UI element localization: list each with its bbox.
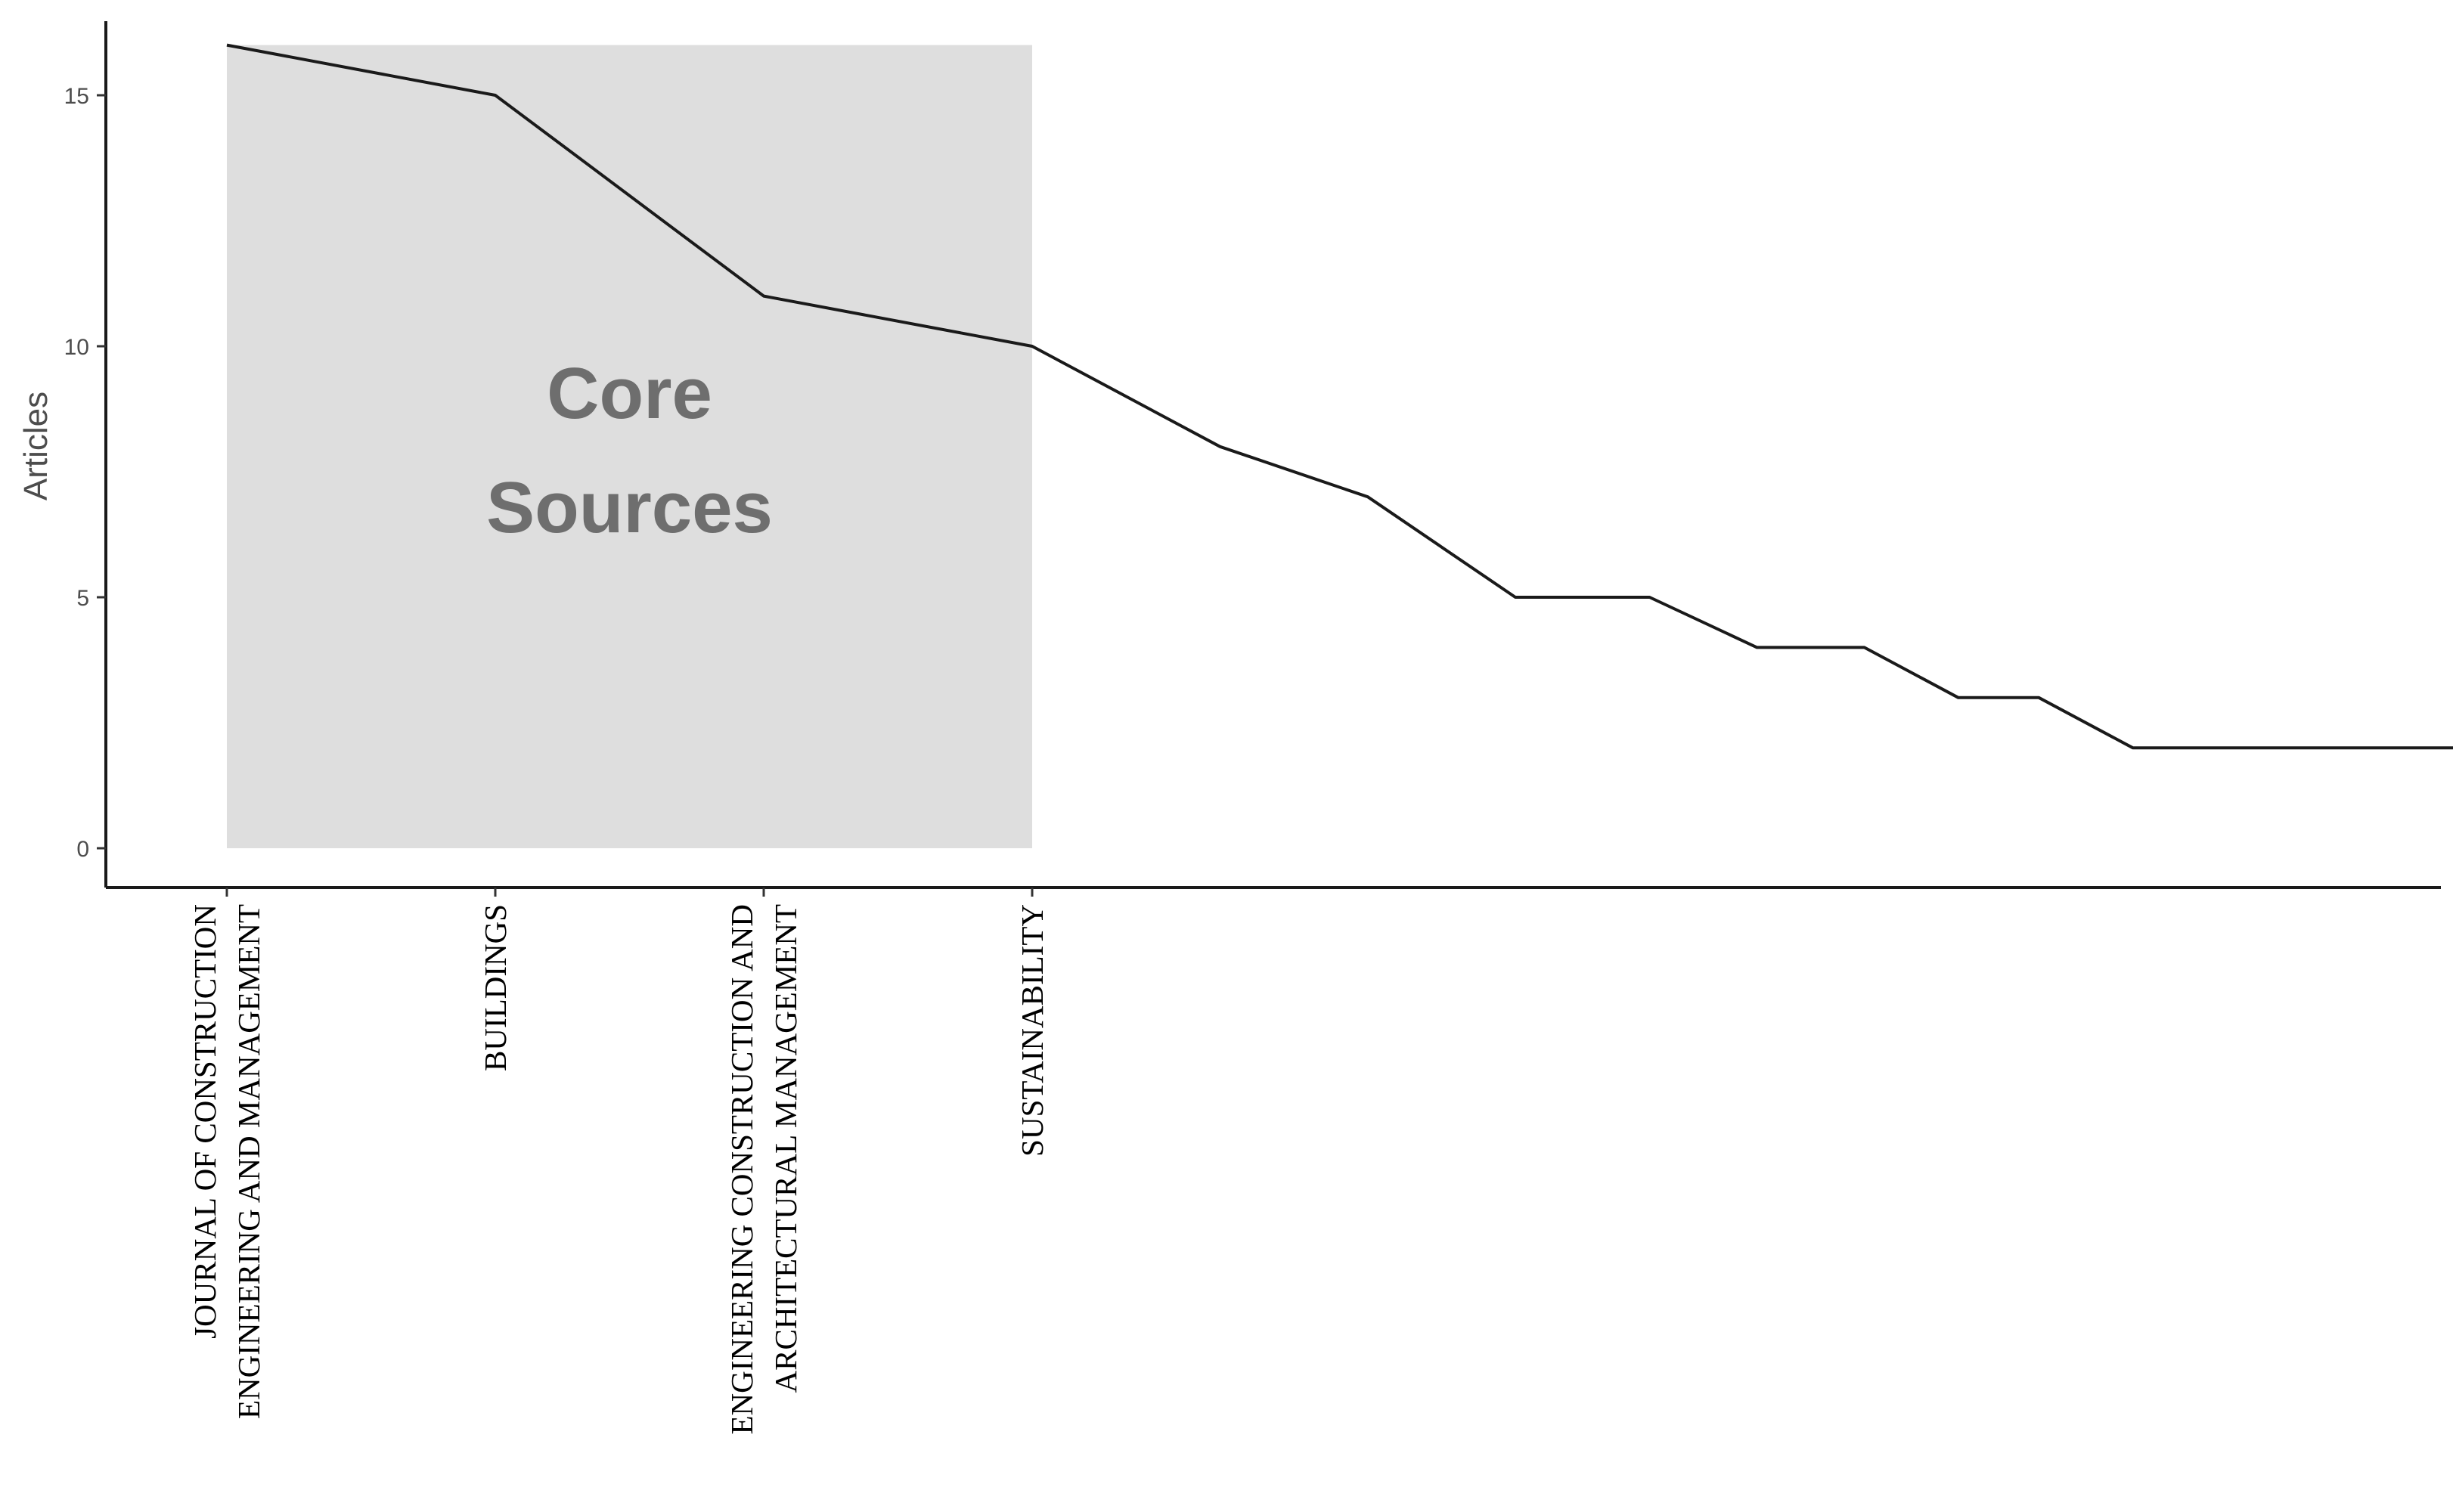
x-axis-ticks: JOURNAL OF CONSTRUCTION ENGINEERING AND M… bbox=[188, 888, 1050, 1435]
core-label-line-2: Sources bbox=[486, 467, 773, 548]
y-axis-ticks: 0 5 10 15 bbox=[64, 84, 106, 862]
x-tick-label: JOURNAL OF CONSTRUCTION bbox=[188, 904, 222, 1339]
x-tick-label: SUSTAINABILITY bbox=[1015, 904, 1050, 1157]
x-tick-label: BUILDINGS bbox=[478, 904, 513, 1071]
x-tick-label: ENGINEERING AND MANAGEMENT bbox=[231, 904, 266, 1419]
y-tick-label: 15 bbox=[64, 84, 89, 109]
y-tick-label: 0 bbox=[76, 837, 89, 862]
core-label-line-1: Core bbox=[547, 353, 712, 434]
core-sources-region bbox=[227, 45, 1032, 849]
x-tick-label: ENGINEERING CONSTRUCTION AND bbox=[724, 904, 759, 1435]
articles-series-line bbox=[226, 43, 2453, 750]
y-tick-label: 5 bbox=[76, 586, 89, 611]
core-sources-label: Core Sources bbox=[486, 353, 773, 548]
y-axis-title: Articles bbox=[17, 392, 54, 500]
x-tick-label: ARCHITECTURAL MANAGEMENT bbox=[768, 904, 803, 1393]
y-tick-label: 10 bbox=[64, 335, 89, 360]
